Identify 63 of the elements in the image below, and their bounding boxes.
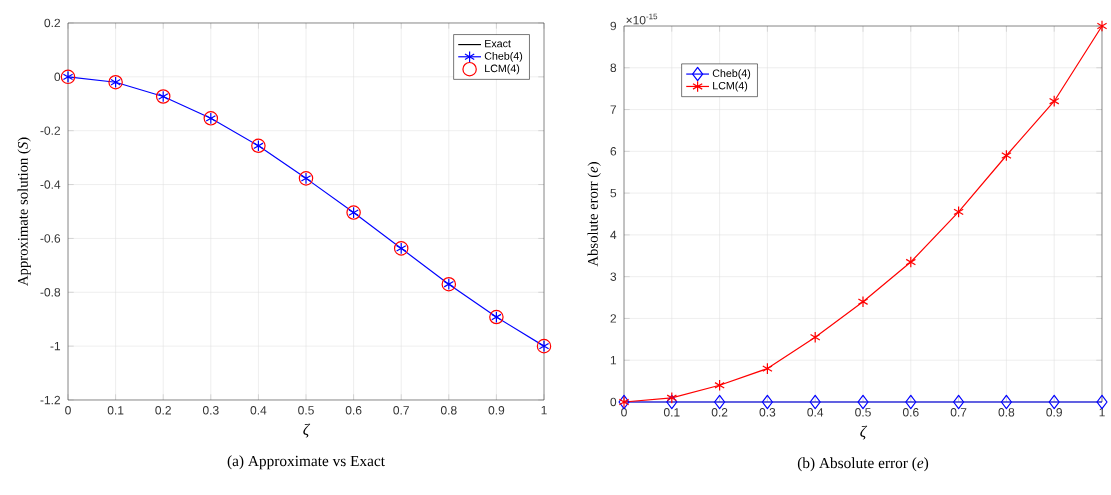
- x-tick-label: 0.2: [711, 408, 728, 417]
- point: [1048, 95, 1060, 108]
- x-tick-label: 1: [541, 406, 547, 415]
- y-tick-label: 3: [610, 272, 617, 281]
- legend-label: LCM(4): [713, 81, 748, 92]
- x-tick-label: 0.8: [998, 408, 1015, 417]
- y-tick-label: -0.8: [40, 288, 61, 297]
- y-tick-label: 6: [610, 147, 617, 156]
- x-tick-label: 0.6: [345, 406, 362, 415]
- text: (b) Absolute error (e): [797, 457, 929, 472]
- x-tick-label: 0.7: [950, 408, 967, 417]
- y-tick-label: -0.4: [40, 180, 61, 189]
- point: [1096, 20, 1108, 32]
- legend-label: LCM(4): [485, 64, 520, 75]
- point: [714, 379, 725, 392]
- y-tick-label: 0: [610, 397, 617, 407]
- x-tick-label: 0: [65, 406, 71, 415]
- x-tick-label: 0.9: [488, 406, 505, 415]
- x-tick-label: 0.6: [902, 408, 919, 417]
- x-axis-title: ζ: [303, 423, 311, 438]
- x-tick-label: 0.1: [663, 408, 680, 417]
- y-tick-label: 2: [610, 314, 617, 323]
- y-tick-label: 7: [610, 105, 617, 114]
- y-tick-label: 0.2: [44, 18, 61, 28]
- legend-label: Exact: [485, 39, 511, 48]
- legend-label: Cheb(4): [712, 69, 751, 80]
- point: [1096, 394, 1108, 410]
- y-tick-label: -0.6: [40, 234, 61, 243]
- x-tick-label: 1: [1099, 408, 1105, 417]
- x-tick-label: 0.1: [107, 406, 124, 415]
- x-tick-label: 0.7: [393, 406, 409, 415]
- y-axis-title: Absolute erorr (e): [587, 162, 601, 267]
- y-tick-label: -1.2: [40, 395, 61, 405]
- x-tick-label: 0.4: [250, 406, 267, 415]
- text: (a) Approximate vs Exact: [227, 455, 385, 470]
- x-tick-label: 0.4: [807, 408, 824, 417]
- y-tick-label: -0.2: [40, 126, 61, 135]
- point: [666, 391, 678, 404]
- x-tick-label: 0.3: [759, 408, 776, 417]
- point: [762, 362, 773, 375]
- x-tick-label: 0.5: [855, 408, 871, 417]
- point: [953, 205, 964, 218]
- x-tick-label: 0.2: [155, 406, 171, 415]
- y-axis-title: Approximate solution (S): [17, 137, 31, 286]
- point: [809, 331, 821, 344]
- y-tick-label: 0: [54, 72, 61, 82]
- text: ×10$^{-15}$: [626, 13, 658, 25]
- x-tick-label: 0.3: [202, 406, 219, 415]
- y-tick-label: 5: [610, 188, 617, 198]
- y-tick-label: 4: [610, 230, 617, 240]
- point: [1001, 149, 1012, 162]
- y-tick-label: 9: [610, 21, 617, 31]
- point: [905, 256, 917, 268]
- x-tick-label: 0.8: [440, 406, 457, 415]
- x-tick-label: 0.9: [1046, 408, 1062, 417]
- x-tick-label: 0: [621, 408, 627, 417]
- y-tick-label: 8: [610, 63, 617, 73]
- y-tick-label: 1: [610, 356, 617, 365]
- x-tick-label: 0.5: [298, 406, 314, 415]
- legend-label: Cheb(4): [484, 51, 523, 62]
- y-tick-label: -1: [50, 342, 61, 351]
- x-axis-title: ζ: [860, 425, 868, 440]
- point: [857, 295, 869, 308]
